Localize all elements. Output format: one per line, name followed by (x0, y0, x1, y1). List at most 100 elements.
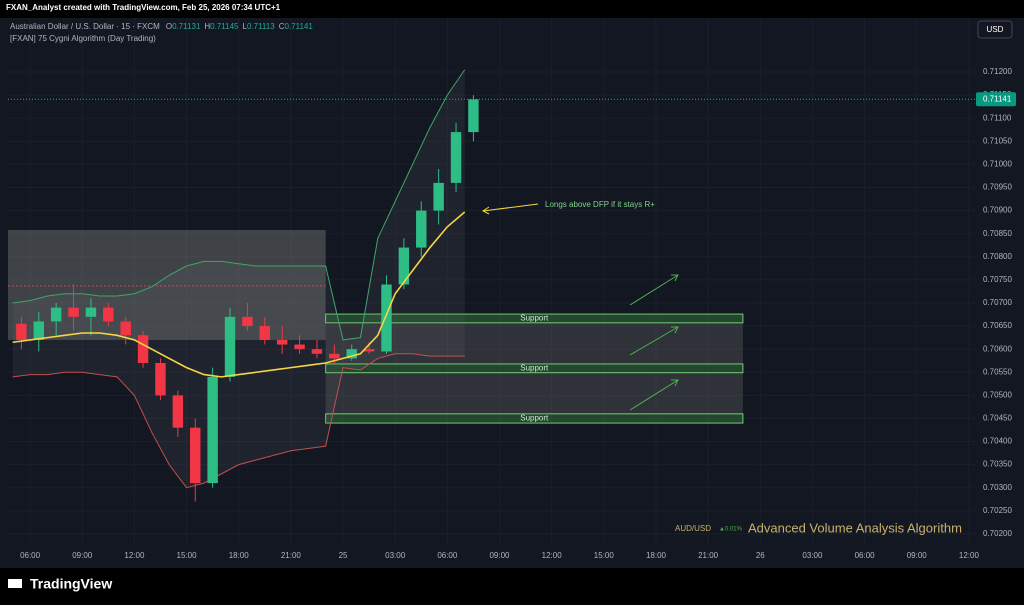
ohlc-value: 0.71113 (247, 22, 275, 31)
ohlc-label: O (166, 22, 172, 31)
y-tick-label: 0.70450 (983, 414, 1012, 423)
dfp-line (12, 211, 466, 378)
y-tick-label: 0.71100 (983, 113, 1012, 122)
candle-body (224, 316, 236, 377)
last-price-label: 0.71141 (983, 94, 1012, 103)
x-tick-label: 03:00 (802, 551, 823, 560)
x-tick-label: 06:00 (20, 551, 41, 560)
y-tick-label: 0.71200 (983, 67, 1012, 76)
x-tick-label: 06:00 (855, 551, 876, 560)
x-tick-label: 12:00 (124, 551, 145, 560)
ohlc-label: H (204, 22, 210, 31)
candle-body (398, 247, 410, 285)
x-tick-label: 21:00 (698, 551, 719, 560)
support-zone (325, 313, 744, 324)
arrows (629, 274, 679, 411)
candle-body (137, 335, 149, 364)
y-tick-label: 0.70600 (983, 344, 1012, 353)
candle-body (16, 323, 27, 340)
zone-label: Support (520, 414, 549, 423)
candle-body (242, 316, 253, 327)
x-tick-label: 15:00 (594, 551, 615, 560)
arrow (629, 274, 679, 306)
y-tick-label: 0.70700 (983, 298, 1012, 307)
y-tick-label: 0.70850 (983, 229, 1012, 238)
logo-mark (8, 579, 22, 588)
x-tick-label: 21:00 (281, 551, 302, 560)
y-tick-label: 0.70250 (983, 506, 1012, 515)
logo (8, 579, 22, 588)
candle-body (50, 307, 62, 322)
candle-body (468, 99, 479, 133)
y-tick-label: 0.70350 (983, 460, 1012, 469)
candle-body (433, 182, 444, 211)
x-tick-label: 18:00 (229, 551, 250, 560)
candle-body (416, 210, 427, 248)
x-tick-label: 03:00 (385, 551, 406, 560)
arrow (629, 326, 679, 356)
candle-body (155, 363, 166, 396)
arrow-head (671, 379, 679, 387)
y-tick-label: 0.71000 (983, 160, 1012, 169)
pair: AUD/USD (675, 524, 711, 533)
y-tick-label: 0.70500 (983, 390, 1012, 399)
support-zone (325, 413, 744, 424)
arrow-head (671, 274, 679, 282)
candle-body (33, 321, 44, 340)
ohlc-label: C (279, 22, 285, 31)
x-tick-label: 09:00 (72, 551, 93, 560)
annotation-arrow-head (482, 206, 490, 215)
ohlc-value: 0.71145 (210, 22, 239, 31)
arrow (629, 379, 679, 411)
y-tick-label: 0.70550 (983, 367, 1012, 376)
x-tick-label: 09:00 (489, 551, 510, 560)
x-tick-label: 12:00 (959, 551, 980, 560)
y-tick-label: 0.70300 (983, 483, 1012, 492)
candle-body (363, 349, 375, 352)
x-tick-label: 06:00 (437, 551, 458, 560)
candle-body (276, 339, 288, 345)
annotation-arrow (482, 203, 539, 212)
candle-body (85, 307, 97, 317)
candle-body (259, 326, 271, 340)
candle-body (190, 427, 201, 484)
plot: Support Support Support (8, 69, 975, 502)
candle-body (381, 284, 392, 352)
ohlc-value: 0.71131 (172, 22, 201, 31)
y-tick-label: 0.70800 (983, 252, 1012, 261)
y-tick-label: 0.70400 (983, 437, 1012, 446)
candle-body (68, 307, 79, 317)
annotation: Longs above DFP if it stays R+ (545, 200, 655, 209)
candle-body (172, 395, 184, 428)
last-price-tag (976, 92, 1016, 107)
candle-body (120, 321, 131, 336)
brand[interactable]: TradingView (30, 576, 112, 592)
currency[interactable]: USD (987, 25, 1004, 34)
y-tick-label: 0.70750 (983, 275, 1012, 284)
zone-label: Support (520, 363, 549, 372)
currency-button[interactable] (977, 20, 1013, 39)
y-tick-label: 0.70650 (983, 321, 1012, 330)
x-tick-label: 09:00 (907, 551, 928, 560)
arrow-head (671, 326, 679, 334)
x-tick-label: 18:00 (646, 551, 667, 560)
legend-line: Australian Dollar / U.S. Dollar · 15 · F… (10, 22, 313, 31)
y-tick-label: 0.70900 (983, 206, 1012, 215)
chart-pane (0, 18, 1024, 568)
range-box (8, 230, 326, 340)
x-tick-label: 26 (756, 551, 765, 560)
y-tick-label: 0.70200 (983, 529, 1012, 538)
candle-body (207, 376, 218, 484)
candle-body (346, 349, 357, 359)
x-tick-label: 25 (339, 551, 348, 560)
credit: FXAN_Analyst created with TradingView.co… (6, 3, 281, 12)
symbol: Australian Dollar / U.S. Dollar · 15 · F… (10, 22, 160, 31)
indicator-name: [FXAN] 75 Cygni Algorithm (Day Trading) (10, 34, 156, 43)
candle-body (450, 132, 462, 183)
ohlc-label: L (243, 22, 248, 31)
support-zone (325, 363, 744, 374)
change: ▲0.01% (719, 527, 743, 533)
candle-body (103, 307, 114, 322)
candle-body (329, 353, 340, 359)
